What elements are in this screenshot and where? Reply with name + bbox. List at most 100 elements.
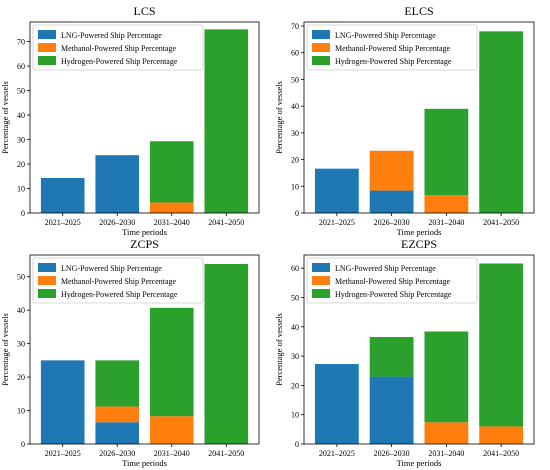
y-tick-label: 0 <box>295 209 299 218</box>
bar-lng-0 <box>314 364 359 444</box>
bar-lng-0 <box>40 360 85 444</box>
y-tick-label: 50 <box>17 87 25 96</box>
chart-panel-elcs: 0 10 20 30 40 50 60 70 2021–2025 2026–2030 2031–20… <box>274 4 535 237</box>
legend-box <box>32 257 204 304</box>
x-axis-label: Time periods <box>397 458 442 468</box>
y-tick-label: 30 <box>291 352 299 361</box>
legend-label: LNG-Powered Ship Percentage <box>61 31 162 40</box>
y-tick-label: 60 <box>17 62 25 71</box>
y-axis-label: Percentage of vessels <box>0 313 10 386</box>
legend-swatch-lng <box>38 263 56 272</box>
bar-lng-1 <box>369 190 414 213</box>
y-tick-label: 60 <box>291 264 299 273</box>
x-tick-label: 2021–2025 <box>45 218 81 227</box>
bar-hydrogen-1 <box>369 337 414 377</box>
y-tick-label: 10 <box>291 182 299 191</box>
y-tick-label: 10 <box>17 185 25 194</box>
legend-swatch-methanol <box>312 43 330 52</box>
x-tick-label: 2026–2030 <box>374 449 410 458</box>
legend-swatch-lng <box>38 30 56 39</box>
legend-swatch-hydrogen <box>312 56 330 65</box>
bar-hydrogen-2 <box>149 307 194 417</box>
y-tick-label: 70 <box>291 22 299 31</box>
chart-panel-zcps: 0 10 20 30 40 50 2021–2025 2026–2030 2031–2040 20… <box>0 237 260 468</box>
y-tick-label: 70 <box>17 38 25 47</box>
chart-title: EZCPS <box>401 237 437 251</box>
x-tick-label: 2031–2040 <box>428 449 464 458</box>
legend-label: Hydrogen-Powered Ship Percentage <box>335 57 452 66</box>
legend-label: Methanol-Powered Ship Percentage <box>335 277 451 286</box>
legend-box <box>306 24 478 71</box>
axes-frame <box>29 254 260 445</box>
legend-box <box>306 257 478 304</box>
legend-label: Hydrogen-Powered Ship Percentage <box>335 290 452 299</box>
legend-swatch-methanol <box>312 276 330 285</box>
y-axis-label: Percentage of vessels <box>0 81 10 154</box>
legend-swatch-hydrogen <box>312 289 330 298</box>
y-axis-label: Percentage of vessels <box>274 313 284 386</box>
y-tick-label: 50 <box>17 273 25 282</box>
bar-hydrogen-2 <box>424 331 469 423</box>
bar-lng-1 <box>95 422 140 444</box>
legend-swatch-lng <box>312 263 330 272</box>
x-tick-label: 2021–2025 <box>319 449 355 458</box>
bar-methanol-2 <box>424 422 469 444</box>
y-tick-label: 10 <box>17 407 25 416</box>
legend-swatch-methanol <box>38 276 56 285</box>
y-tick-label: 60 <box>291 49 299 58</box>
y-tick-label: 30 <box>17 340 25 349</box>
bar-lng-0 <box>40 177 85 213</box>
chart-panel-lcs: 0 10 20 30 40 50 60 70 2021–2025 2026–2030 2031–20… <box>0 4 260 237</box>
x-tick-label: 2031–2040 <box>154 218 190 227</box>
legend-label: LNG-Powered Ship Percentage <box>335 264 436 273</box>
x-tick-label: 2041–2050 <box>208 449 244 458</box>
bar-lng-1 <box>95 155 140 213</box>
axes-frame <box>303 254 535 445</box>
legend-label: Methanol-Powered Ship Percentage <box>335 44 451 53</box>
x-tick-label: 2021–2025 <box>319 218 355 227</box>
bar-methanol-3 <box>479 426 524 444</box>
legend-swatch-lng <box>312 30 330 39</box>
bar-hydrogen-3 <box>204 264 249 444</box>
bar-methanol-2 <box>149 202 194 213</box>
bar-hydrogen-2 <box>149 141 194 203</box>
x-tick-label: 2041–2050 <box>208 218 244 227</box>
y-tick-label: 30 <box>291 129 299 138</box>
bar-hydrogen-2 <box>424 108 469 196</box>
legend-swatch-hydrogen <box>38 289 56 298</box>
legend-swatch-methanol <box>38 43 56 52</box>
x-tick-label: 2021–2025 <box>45 449 81 458</box>
y-tick-label: 30 <box>17 136 25 145</box>
y-tick-label: 40 <box>291 102 299 111</box>
y-tick-label: 50 <box>291 75 299 84</box>
legend-swatch-hydrogen <box>38 56 56 65</box>
chart-title: ELCS <box>404 4 433 18</box>
legend-label: Methanol-Powered Ship Percentage <box>61 277 177 286</box>
y-tick-label: 40 <box>17 111 25 120</box>
x-tick-label: 2026–2030 <box>99 218 135 227</box>
bar-hydrogen-3 <box>479 31 524 213</box>
legend-label: LNG-Powered Ship Percentage <box>335 31 436 40</box>
x-tick-label: 2026–2030 <box>374 218 410 227</box>
bar-hydrogen-3 <box>479 263 524 427</box>
legend-label: Hydrogen-Powered Ship Percentage <box>61 290 178 299</box>
chart-title: ZCPS <box>130 237 159 251</box>
y-tick-label: 40 <box>17 306 25 315</box>
y-tick-label: 50 <box>291 293 299 302</box>
x-tick-label: 2031–2040 <box>428 218 464 227</box>
y-axis-label: Percentage of vessels <box>274 81 284 154</box>
bar-lng-0 <box>314 168 359 213</box>
bar-methanol-2 <box>149 416 194 444</box>
y-tick-label: 20 <box>17 160 25 169</box>
x-tick-label: 2026–2030 <box>99 449 135 458</box>
axes-frame <box>303 21 535 214</box>
legend-label: LNG-Powered Ship Percentage <box>61 264 162 273</box>
bar-methanol-2 <box>424 195 469 213</box>
bar-methanol-1 <box>95 406 140 423</box>
chart-title: LCS <box>133 4 155 18</box>
axes-frame <box>29 21 260 214</box>
y-tick-label: 0 <box>21 440 25 449</box>
x-axis-label: Time periods <box>122 227 167 237</box>
bar-hydrogen-1 <box>95 360 140 407</box>
